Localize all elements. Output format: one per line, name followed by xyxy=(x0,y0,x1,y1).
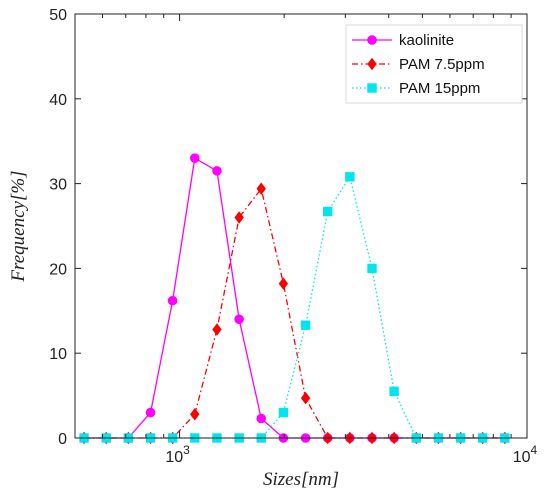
data-point xyxy=(234,211,244,224)
data-point xyxy=(300,320,311,330)
legend-item: kaolinite xyxy=(352,32,454,49)
data-point xyxy=(300,391,311,405)
x-tick-label: 103 xyxy=(165,443,190,466)
y-tick-label: 50 xyxy=(49,7,67,24)
data-point xyxy=(278,407,289,418)
x-tick-label-base: 10 xyxy=(513,449,531,466)
x-axis-title: Sizes[nm] xyxy=(263,469,339,490)
legend: kaolinite PAM 7.5ppm PAM 15ppm xyxy=(345,24,523,104)
x-tick-label: 104 xyxy=(513,443,538,466)
plot-frame xyxy=(74,13,528,439)
y-tick-label: 10 xyxy=(49,346,67,363)
legend-marker xyxy=(367,83,377,93)
legend-label: PAM 7.5ppm xyxy=(399,56,485,73)
data-point xyxy=(167,295,178,306)
data-point xyxy=(234,314,244,325)
data-point xyxy=(389,386,399,397)
y-tick-label: 0 xyxy=(58,431,67,448)
y-tick-label: 20 xyxy=(49,261,67,278)
data-point xyxy=(323,206,333,217)
data-point xyxy=(190,407,200,421)
data-point xyxy=(189,153,200,163)
data-point xyxy=(212,323,222,336)
data-point xyxy=(256,182,266,195)
legend-label: kaolinite xyxy=(399,32,454,49)
y-axis-title: Frequency[%] xyxy=(8,170,29,282)
y-tick-label: 30 xyxy=(49,177,67,194)
legend-marker xyxy=(367,35,377,45)
y-tick-label: 40 xyxy=(49,92,67,109)
x-tick-label-exponent: 4 xyxy=(531,443,538,457)
legend-marker xyxy=(367,57,377,71)
x-tick-label-exponent: 3 xyxy=(183,443,190,457)
data-point xyxy=(256,413,267,424)
data-point xyxy=(278,277,289,290)
data-point xyxy=(367,263,377,274)
data-point xyxy=(345,172,355,182)
data-point xyxy=(145,407,156,418)
legend-item: PAM 15ppm xyxy=(352,80,480,97)
x-tick-label-base: 10 xyxy=(165,449,183,466)
legend-label: PAM 15ppm xyxy=(399,80,480,97)
data-point xyxy=(212,166,222,176)
legend-item: PAM 7.5ppm xyxy=(352,56,485,73)
